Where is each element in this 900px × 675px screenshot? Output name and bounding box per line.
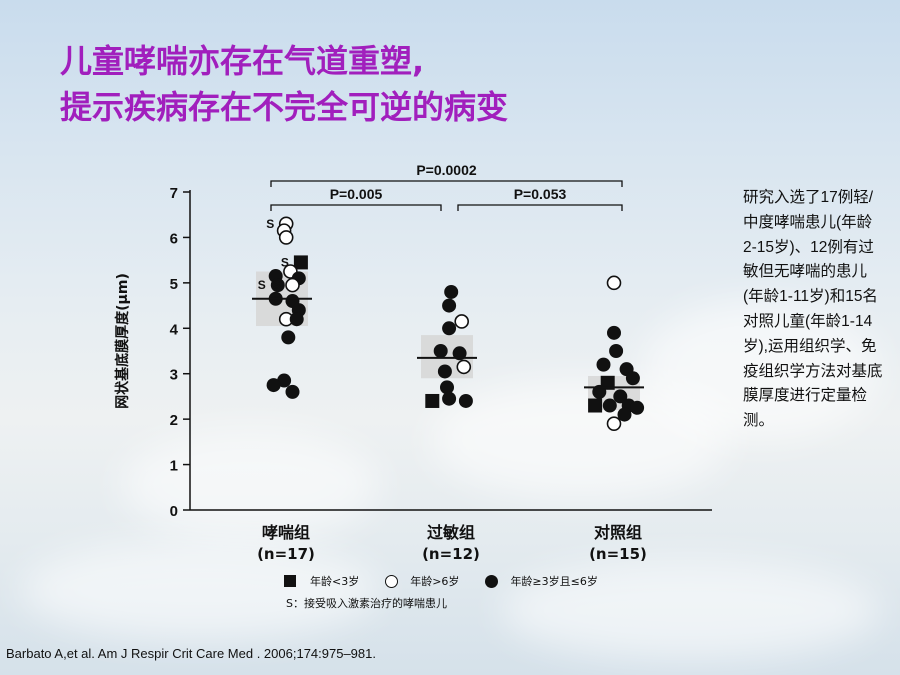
cloud-decoration [120, 430, 380, 540]
data-point-open [454, 314, 470, 329]
steroid-marker: S [273, 294, 281, 308]
y-tick-label: 4 [170, 321, 179, 338]
data-point-filled [433, 344, 448, 358]
y-tick-label: 2 [170, 412, 178, 429]
x-category-n: (n=17) [257, 545, 315, 563]
cloud-decoration [500, 560, 880, 660]
legend-item-open: 年龄>6岁 [385, 573, 459, 589]
x-category-label: 哮喘组 [262, 523, 310, 542]
slide-title: 儿童哮喘亦存在气道重塑, 提示疾病存在不完全可逆的病变 [60, 38, 508, 130]
data-point-filled [444, 284, 459, 299]
legend-square-label: 年龄<3岁 [310, 575, 360, 588]
data-point-filled [607, 325, 621, 340]
filled-circle-icon [485, 574, 499, 588]
data-point-filled [289, 312, 304, 327]
cloud-decoration [20, 540, 380, 640]
legend: 年龄<3岁 年龄>6岁 年龄≥3岁且≤6岁 S：接受吸入激素治疗的哮喘患儿 [284, 573, 624, 611]
p-value-label: P=0.005 [330, 186, 383, 202]
data-point-filled [596, 357, 611, 372]
data-point-filled [442, 298, 457, 313]
significance-bracket [457, 204, 623, 211]
data-point-filled [625, 371, 640, 386]
y-tick-label: 6 [170, 230, 178, 247]
data-point-open [456, 359, 472, 375]
x-category-label: 过敏组 [427, 523, 475, 542]
slide-title-line1: 儿童哮喘亦存在气道重塑, [60, 42, 425, 80]
steroid-marker: S [273, 278, 281, 292]
open-circle-icon [385, 574, 399, 588]
y-tick-label: 5 [170, 276, 178, 293]
p-value-label: P=0.053 [514, 186, 567, 202]
data-point-filled [442, 321, 457, 336]
y-tick-label: 0 [170, 503, 178, 520]
y-tick-label: 7 [170, 185, 178, 202]
study-description: 研究入选了17例轻/中度哮喘患儿(年龄2-15岁)、12例有过敏但无哮喘的患儿(… [743, 189, 883, 430]
data-point-filled [613, 389, 628, 404]
data-point-square [600, 375, 615, 390]
data-point-filled [452, 346, 467, 361]
data-point-filled [270, 278, 285, 293]
x-category-n: (n=12) [422, 545, 480, 563]
data-point-square [425, 393, 440, 408]
legend-open-label: 年龄>6岁 [410, 575, 460, 588]
data-point-square [293, 255, 308, 270]
legend-steroid-note: S：接受吸入激素治疗的哮喘患儿 [286, 597, 447, 610]
steroid-marker: S [258, 278, 266, 292]
steroid-marker: S [266, 217, 274, 231]
data-point-open [606, 275, 622, 291]
legend-item-square: 年龄<3岁 [284, 573, 359, 589]
data-point-filled [437, 364, 452, 379]
y-tick-label: 1 [170, 458, 178, 475]
data-point-open [606, 416, 622, 431]
data-point-filled [281, 330, 296, 345]
cloud-decoration [640, 300, 880, 440]
legend-filled-label: 年龄≥3岁且≤6岁 [510, 575, 598, 588]
data-point-filled [592, 384, 607, 399]
citation: Barbato A,et al. Am J Respir Crit Care M… [6, 646, 376, 661]
data-point-filled [458, 393, 473, 408]
data-point-filled [440, 380, 454, 395]
data-point-open [285, 277, 300, 293]
data-point-filled [442, 391, 457, 406]
data-point-filled [277, 373, 292, 388]
legend-item-filled: 年龄≥3岁且≤6岁 [485, 573, 598, 589]
significance-bracket [270, 180, 623, 187]
data-point-filled [602, 398, 617, 413]
data-point-open [278, 230, 294, 245]
significance-bracket [270, 204, 442, 211]
data-point-filled [609, 344, 624, 358]
p-value-label: P=0.0002 [416, 162, 477, 178]
steroid-marker: S [281, 255, 289, 269]
data-point-filled [266, 378, 281, 393]
x-category-label: 对照组 [594, 523, 642, 542]
y-axis-label: 网状基底膜厚度(μm) [114, 273, 131, 409]
y-tick-label: 3 [170, 367, 178, 384]
x-category-n: (n=15) [589, 545, 647, 563]
data-point-filled [630, 400, 645, 415]
slide-title-line2: 提示疾病存在不完全可逆的病变 [60, 88, 509, 126]
data-point-filled [617, 407, 632, 422]
data-point-filled [285, 384, 300, 399]
filled-square-icon [284, 575, 296, 587]
data-point-square [588, 398, 603, 413]
